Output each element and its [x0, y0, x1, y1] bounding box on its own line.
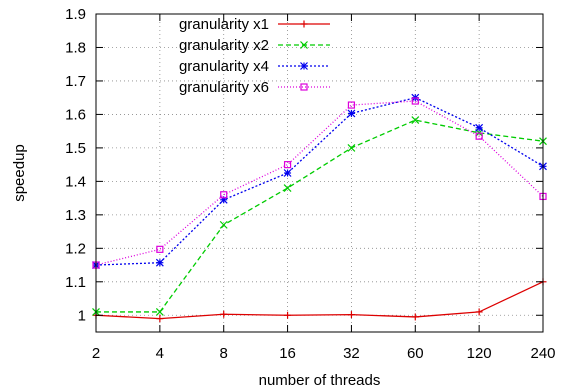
x-tick-label: 32 — [343, 345, 360, 362]
legend-entry-2: granularity x2 — [179, 37, 330, 54]
x-tick-label: 60 — [407, 345, 424, 362]
data-point — [220, 191, 228, 199]
y-tick-label: 1.6 — [65, 106, 86, 123]
grid — [96, 13, 543, 332]
series-line — [95, 100, 544, 266]
x-axis-label: number of threads — [259, 372, 381, 389]
legend-label: granularity x6 — [179, 79, 269, 96]
data-point — [347, 143, 356, 152]
data-point — [155, 258, 164, 267]
data-point — [475, 308, 483, 316]
legend-marker — [300, 20, 308, 28]
data-point — [347, 311, 355, 319]
legend: granularity x1 granularity x2 granularity … — [179, 16, 330, 96]
data-point — [347, 109, 356, 118]
legend-marker — [300, 41, 308, 49]
series-4 — [92, 97, 547, 269]
y-tick-label: 1.4 — [65, 173, 86, 190]
data-point — [156, 245, 164, 253]
y-tick-label: 1.2 — [65, 240, 86, 257]
data-point — [283, 161, 292, 169]
x-tick-label: 16 — [279, 345, 296, 362]
y-axis-label: speedup — [11, 144, 28, 202]
data-point — [411, 97, 419, 105]
legend-entry-3: granularity x4 — [179, 58, 330, 75]
legend-marker — [300, 83, 308, 91]
data-point — [283, 184, 292, 192]
legend-label: granularity x4 — [179, 58, 269, 75]
y-tick-label: 1.9 — [65, 6, 86, 23]
data-point — [475, 123, 484, 132]
series-layer — [92, 93, 547, 323]
legend-entry-1: granularity x1 — [179, 16, 330, 33]
y-tick-label: 1.3 — [65, 207, 86, 224]
y-tick-label: 1 — [78, 307, 86, 324]
series-line — [95, 281, 544, 320]
data-point — [155, 307, 164, 316]
data-point — [156, 315, 164, 323]
series-line — [95, 96, 544, 266]
legend-marker — [300, 62, 308, 70]
y-tick-label: 1.8 — [65, 39, 86, 56]
data-point — [283, 169, 292, 177]
series-2 — [92, 116, 547, 316]
data-point — [347, 101, 356, 109]
plot-frame — [95, 13, 544, 333]
legend-entry-4: granularity x6 — [179, 79, 330, 96]
legend-label: granularity x2 — [179, 37, 269, 54]
ticks: 1 1.1 1.2 1.3 1.4 1.5 1.6 1.7 1.8 1.9 2 4 8 16 32 60 120… — [65, 6, 555, 362]
x-tick-label: 4 — [156, 345, 164, 362]
y-tick-label: 1.7 — [65, 73, 86, 90]
data-point — [411, 313, 419, 321]
x-tick-label: 240 — [530, 345, 555, 362]
y-tick-label: 1.5 — [65, 140, 86, 157]
data-point — [475, 132, 483, 140]
x-tick-label: 8 — [220, 345, 228, 362]
data-point — [411, 116, 420, 125]
x-tick-label: 120 — [467, 345, 492, 362]
legend-label: granularity x1 — [179, 16, 269, 33]
data-point — [220, 310, 228, 318]
series-line — [96, 119, 544, 313]
x-tick-label: 2 — [92, 345, 100, 362]
y-tick-label: 1.1 — [65, 274, 86, 291]
data-point — [219, 220, 228, 229]
data-point — [284, 311, 292, 319]
